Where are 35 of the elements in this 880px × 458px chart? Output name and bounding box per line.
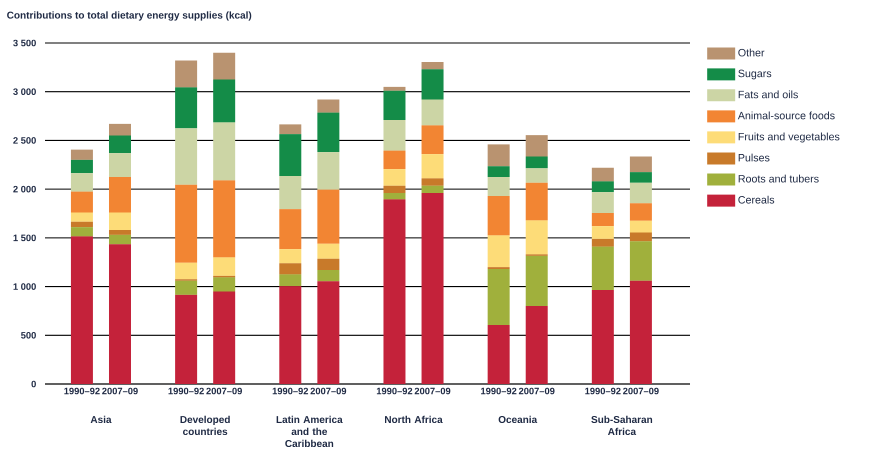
text: North Africa <box>385 416 443 424</box>
x-tick-label: 1990–92 <box>585 388 621 394</box>
y-tick-label: 1 000 <box>14 283 36 290</box>
y-tick-label: 3 000 <box>13 88 36 96</box>
x-tick-label: 1990–92 <box>272 388 308 394</box>
x-tick-label: 2007–09 <box>623 388 659 394</box>
x-tick-label: 2007–09 <box>206 388 242 394</box>
y-tick-label: 500 <box>21 332 36 339</box>
legend-label: Animal-source foods <box>738 112 835 120</box>
legend-label: Cereals <box>738 196 774 204</box>
y-tick-label: 0 <box>31 380 36 388</box>
x-tick-label: 2007–09 <box>310 388 346 394</box>
text: Sub-Saharan Africa <box>591 416 652 436</box>
x-tick-label: 1990–92 <box>481 388 516 394</box>
legend-label: Fruits and vegetables <box>738 132 840 143</box>
chart-title: Contributions to total dietary energy supplies (kcal) <box>7 11 252 21</box>
x-tick-label: 1990–92 <box>168 388 204 394</box>
legend-label: Pulses <box>738 154 770 162</box>
y-tick-label: 3 500 <box>13 40 36 46</box>
x-tick-label: 2007–09 <box>102 388 138 394</box>
y-tick-label: 1 500 <box>14 234 36 242</box>
y-tick-label: 2 500 <box>13 137 36 144</box>
x-tick-label: 2007–09 <box>518 388 555 394</box>
x-tick-label: 1990–92 <box>376 388 412 394</box>
text: Asia <box>90 416 112 424</box>
text: Latin America and the Caribbean <box>276 416 343 448</box>
legend-label: Sugars <box>738 70 772 80</box>
legend-label: Other <box>738 48 764 56</box>
legend-label: Roots and tubers <box>738 174 819 183</box>
x-tick-label: 1990–92 <box>64 388 100 394</box>
text: Developed countries <box>180 416 230 436</box>
x-tick-label: 2007–09 <box>414 388 450 394</box>
text: Oceania <box>498 416 538 424</box>
legend-label: Fats and oils <box>738 90 798 98</box>
y-tick-label: 2 000 <box>13 186 36 192</box>
